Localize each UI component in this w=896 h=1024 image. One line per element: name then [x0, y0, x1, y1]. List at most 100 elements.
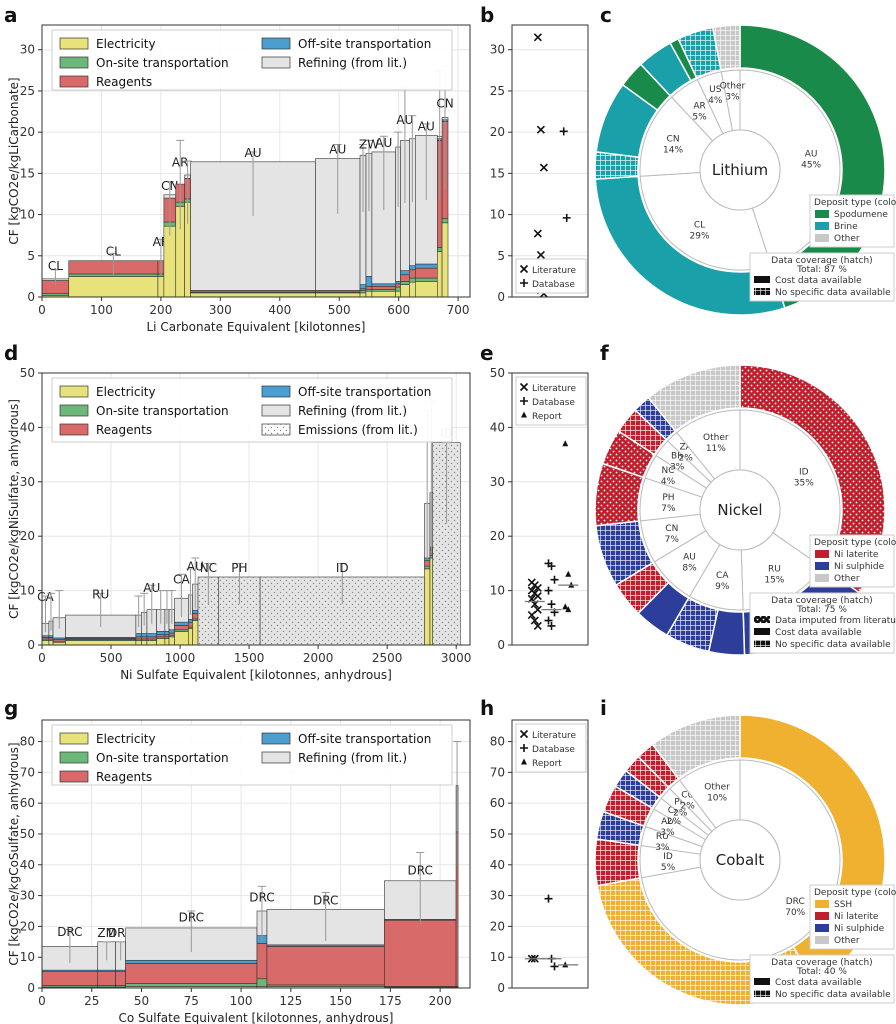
- outer-wedge-hatch: [638, 744, 679, 788]
- legend-label-offsite: Off-site transportation: [298, 385, 431, 399]
- outer-wedge-hatch: [595, 521, 653, 586]
- bar-1: [46, 592, 55, 646]
- legend-box: [51, 29, 453, 91]
- inner-label-CA: CA: [668, 806, 681, 816]
- marker-literature: [536, 125, 545, 134]
- legend-label: Other: [834, 936, 860, 946]
- legend-label-onsite: On-site transportation: [96, 404, 229, 418]
- legend-label: No specific data available: [775, 990, 891, 1000]
- panel-label-b: b: [480, 3, 494, 27]
- bar-segment-electricity: [429, 557, 434, 646]
- bar-label-AU: AU: [187, 559, 204, 573]
- bar-9: [167, 590, 176, 646]
- legend-label-offsite: Off-site transportation: [298, 37, 431, 51]
- y-tick-label: 80: [490, 735, 505, 749]
- legend-swatch: [754, 628, 770, 635]
- legend-label: Spodumene: [834, 210, 888, 220]
- bar-label-CA: CA: [37, 590, 54, 604]
- inner-pct-AU: 8%: [682, 563, 697, 573]
- legend-box: [749, 252, 895, 302]
- marker-report: [562, 440, 569, 447]
- x-tick-label: 1500: [234, 651, 265, 665]
- panel-label-a: a: [4, 3, 18, 27]
- legend-swatch-hatch: [754, 616, 770, 623]
- bar-label-ID: ID: [336, 561, 349, 575]
- y-axis-label: CF [kgCO2e/kgLiCarbonate]: [7, 77, 21, 244]
- bar-segment-reagents: [365, 285, 373, 290]
- legend-swatch-offsite: [261, 37, 291, 50]
- inner-label-NC: NC: [661, 466, 674, 476]
- inner-pct-AR: 5%: [692, 112, 707, 122]
- plot-frame: [41, 719, 471, 989]
- marker-literature: [530, 616, 539, 625]
- bar-1: CL: [68, 245, 159, 298]
- outer-wedge-hatch: [595, 838, 640, 886]
- marker-literature: [527, 611, 536, 620]
- y-tick-label: 20: [20, 125, 35, 139]
- bar-segment-offsite: [400, 270, 410, 276]
- inner-label-DRC: DRC: [786, 897, 805, 907]
- x-tick-label: 200: [429, 994, 452, 1008]
- bar-label-RU: RU: [92, 588, 109, 602]
- legend-swatch-reagents: [59, 770, 89, 783]
- legend-label: Other: [834, 234, 860, 244]
- marker-database: [550, 575, 559, 584]
- inner-label-CN: CN: [667, 134, 680, 144]
- legend-box: [51, 724, 453, 786]
- y-tick-label: 40: [20, 858, 35, 872]
- inner-label-Other: Other: [720, 81, 746, 91]
- bar-segment-reagents: [164, 634, 170, 638]
- x-tick-label: 2000: [303, 651, 334, 665]
- legend-swatch: [815, 900, 829, 908]
- panel-label-f: f: [600, 341, 609, 365]
- scatter-legend: Literature Database Report: [515, 376, 587, 426]
- panel-label-i: i: [600, 696, 607, 720]
- legend-label-offsite: Off-site transportation: [298, 732, 431, 746]
- inner-pct-PH: 2%: [673, 809, 688, 819]
- y-tick-label: 20: [490, 529, 505, 543]
- y-tick-label: 20: [490, 125, 505, 139]
- legend-label-reagents: Reagents: [96, 770, 152, 784]
- inner-pct-AU: 45%: [801, 161, 821, 171]
- outer-wedge-hatch: [596, 811, 644, 846]
- x-tick-label: 0: [38, 994, 46, 1008]
- inner-pct-CN: 14%: [663, 145, 683, 155]
- bar-segment-reagents: [266, 946, 385, 986]
- bar-segment-onsite: [429, 554, 434, 559]
- bar-segment-reagents: [192, 613, 199, 620]
- bar-segment-reagents: [135, 636, 142, 640]
- bar-segment-electricity: [135, 640, 142, 646]
- legend-total: Total: 75 %: [796, 605, 847, 615]
- inner-pct-Other: 3%: [725, 92, 740, 102]
- marker-report: [565, 570, 572, 577]
- legend-label-emissions: Emissions (from lit.): [298, 423, 418, 437]
- bar-segment-electricity: [157, 276, 165, 298]
- bar-label-CL: CL: [48, 259, 63, 273]
- y-tick-label: 30: [20, 475, 35, 489]
- legend-swatch: [815, 562, 829, 570]
- bar-label-NC: NC: [200, 561, 217, 575]
- legend-swatch: [815, 234, 829, 242]
- legend-swatch-electricity: [59, 37, 89, 50]
- bar-segment-electricity: [65, 640, 137, 646]
- legend-label: Report: [532, 412, 562, 422]
- plot-frame: [511, 24, 589, 298]
- bar-segment-electricity: [365, 290, 373, 298]
- bar-14: PH: [218, 561, 261, 646]
- inner-label-PH: PH: [662, 493, 674, 503]
- legend-label-refining: Refining (from lit.): [298, 56, 407, 70]
- y-axis-label: CF [kgCO2e/kgCoSulfate, anhydrous]: [7, 742, 21, 965]
- legend-swatch-onsite: [59, 404, 89, 417]
- bar-segment-offsite: [168, 629, 175, 634]
- legend-swatch: [754, 276, 770, 283]
- inner-label-AR: AR: [693, 101, 705, 111]
- deposit-legend: Deposit type (colour) SSH Ni laterite Ni su…: [809, 884, 896, 950]
- inner-pct-ID: 5%: [661, 863, 676, 873]
- legend-swatch: [815, 924, 829, 932]
- bar-18: ID: [432, 427, 461, 646]
- y-tick-label: 70: [490, 765, 505, 779]
- inner-pct-Other: 11%: [706, 444, 726, 454]
- inner-label-ZA: ZA: [680, 442, 693, 452]
- inner-label-CN: CN: [665, 524, 678, 534]
- legend-swatch-onsite: [59, 56, 89, 69]
